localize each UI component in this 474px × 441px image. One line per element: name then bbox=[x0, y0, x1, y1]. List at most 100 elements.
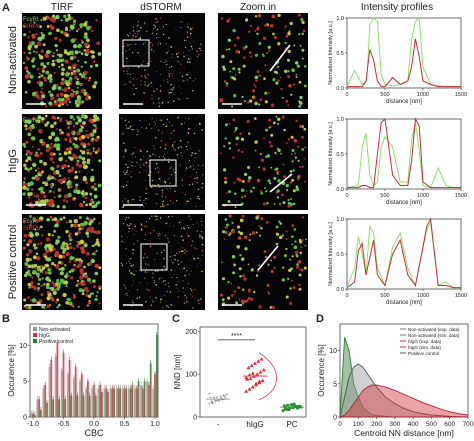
micro-spot bbox=[62, 292, 67, 298]
micro-spot bbox=[131, 272, 133, 275]
micro-spot bbox=[77, 305, 80, 308]
micro-spot bbox=[272, 78, 276, 82]
micro-spot bbox=[190, 154, 193, 157]
micro-spot bbox=[289, 287, 292, 290]
micro-spot bbox=[273, 203, 276, 205]
micro-spot bbox=[23, 33, 27, 37]
micro-spot bbox=[127, 199, 129, 202]
micro-spot bbox=[146, 282, 148, 284]
micro-spot bbox=[43, 64, 47, 69]
micro-spot bbox=[46, 282, 50, 287]
micro-spot bbox=[98, 287, 102, 290]
micro-spot bbox=[29, 181, 34, 186]
micro-spot bbox=[72, 247, 76, 250]
micro-spot bbox=[151, 98, 153, 100]
x-category-label: PC bbox=[286, 420, 297, 429]
micro-spot bbox=[137, 82, 139, 84]
micro-spot bbox=[84, 76, 88, 80]
profile-line bbox=[269, 173, 293, 193]
micro-spot bbox=[44, 255, 48, 259]
micro-spot bbox=[125, 151, 127, 153]
micro-spot bbox=[193, 168, 195, 170]
row-label-positive-control: Positive control bbox=[7, 225, 19, 300]
micro-spot bbox=[61, 77, 65, 81]
micro-spot bbox=[65, 272, 69, 275]
micro-spot bbox=[32, 285, 37, 290]
micro-spot bbox=[145, 225, 147, 228]
micro-spot bbox=[282, 266, 285, 269]
y-axis-label: Normalized Intensity [a.u.] bbox=[328, 222, 334, 286]
micro-spot bbox=[266, 283, 270, 287]
y-tick-label: 0.0 bbox=[336, 86, 344, 92]
micro-spot bbox=[285, 230, 288, 232]
micro-spot bbox=[65, 252, 70, 256]
micro-spot bbox=[275, 115, 278, 118]
micro-spot bbox=[74, 75, 78, 80]
bar-dark bbox=[82, 395, 85, 417]
micro-spot bbox=[133, 84, 135, 86]
micro-spot bbox=[41, 170, 44, 174]
micro-spot bbox=[168, 242, 170, 244]
micro-spot bbox=[232, 29, 236, 33]
micro-spot bbox=[76, 78, 79, 81]
micro-spot bbox=[181, 247, 183, 249]
micro-spot bbox=[49, 183, 53, 187]
micro-spot bbox=[95, 18, 98, 22]
micro-spot bbox=[128, 121, 130, 123]
micro-spot bbox=[121, 185, 123, 187]
micro-spot bbox=[161, 262, 162, 264]
micro-spot bbox=[150, 82, 153, 84]
micro-spot bbox=[166, 290, 169, 293]
micro-spot bbox=[159, 37, 161, 38]
micro-spot bbox=[31, 125, 35, 130]
micro-spot bbox=[68, 219, 73, 224]
micro-spot bbox=[187, 200, 189, 202]
micro-spot bbox=[284, 26, 286, 29]
micro-spot bbox=[139, 164, 141, 166]
micro-spot bbox=[94, 150, 98, 155]
micro-spot bbox=[157, 43, 159, 45]
micro-spot bbox=[296, 64, 300, 68]
micro-spot bbox=[56, 171, 60, 175]
micro-spot bbox=[171, 76, 173, 78]
micro-spot bbox=[267, 45, 271, 49]
micro-spot bbox=[160, 140, 163, 142]
micro-spot bbox=[88, 202, 93, 207]
micro-spot bbox=[68, 301, 73, 306]
micro-spot bbox=[189, 77, 191, 79]
micro-spot bbox=[56, 205, 60, 209]
micro-spot bbox=[164, 181, 167, 184]
bar-gray bbox=[42, 388, 45, 417]
micro-spot bbox=[124, 294, 126, 296]
micro-spot bbox=[265, 128, 269, 132]
micro-spot bbox=[130, 272, 132, 274]
micro-spot bbox=[132, 152, 135, 154]
micro-spot bbox=[183, 227, 184, 229]
micro-spot bbox=[183, 55, 185, 58]
micro-spot bbox=[152, 300, 154, 303]
bar-dark bbox=[76, 395, 79, 417]
micro-spot bbox=[83, 220, 88, 226]
micro-spot bbox=[196, 56, 198, 58]
micro-spot bbox=[48, 135, 53, 140]
micro-spot bbox=[276, 170, 280, 174]
micro-spot bbox=[97, 52, 102, 56]
micro-spot bbox=[55, 264, 60, 269]
micro-spot bbox=[294, 240, 297, 243]
micro-spot bbox=[172, 100, 175, 102]
micro-spot bbox=[31, 145, 34, 148]
y-tick-label: 0 bbox=[193, 415, 197, 422]
micro-spot bbox=[268, 140, 272, 144]
micro-spot bbox=[30, 41, 35, 46]
legend-label: hIgG (exp. data) bbox=[408, 339, 442, 344]
micro-spot bbox=[283, 128, 286, 132]
micro-spot bbox=[60, 30, 64, 34]
micro-spot bbox=[84, 196, 88, 200]
micro-spot bbox=[98, 266, 102, 270]
y-tick-label: 0.5 bbox=[336, 252, 344, 258]
micro-spot bbox=[43, 76, 47, 80]
micro-spot bbox=[75, 162, 79, 166]
micro-spot bbox=[168, 241, 170, 243]
micro-spot bbox=[181, 180, 183, 182]
micro-spot bbox=[187, 131, 189, 133]
